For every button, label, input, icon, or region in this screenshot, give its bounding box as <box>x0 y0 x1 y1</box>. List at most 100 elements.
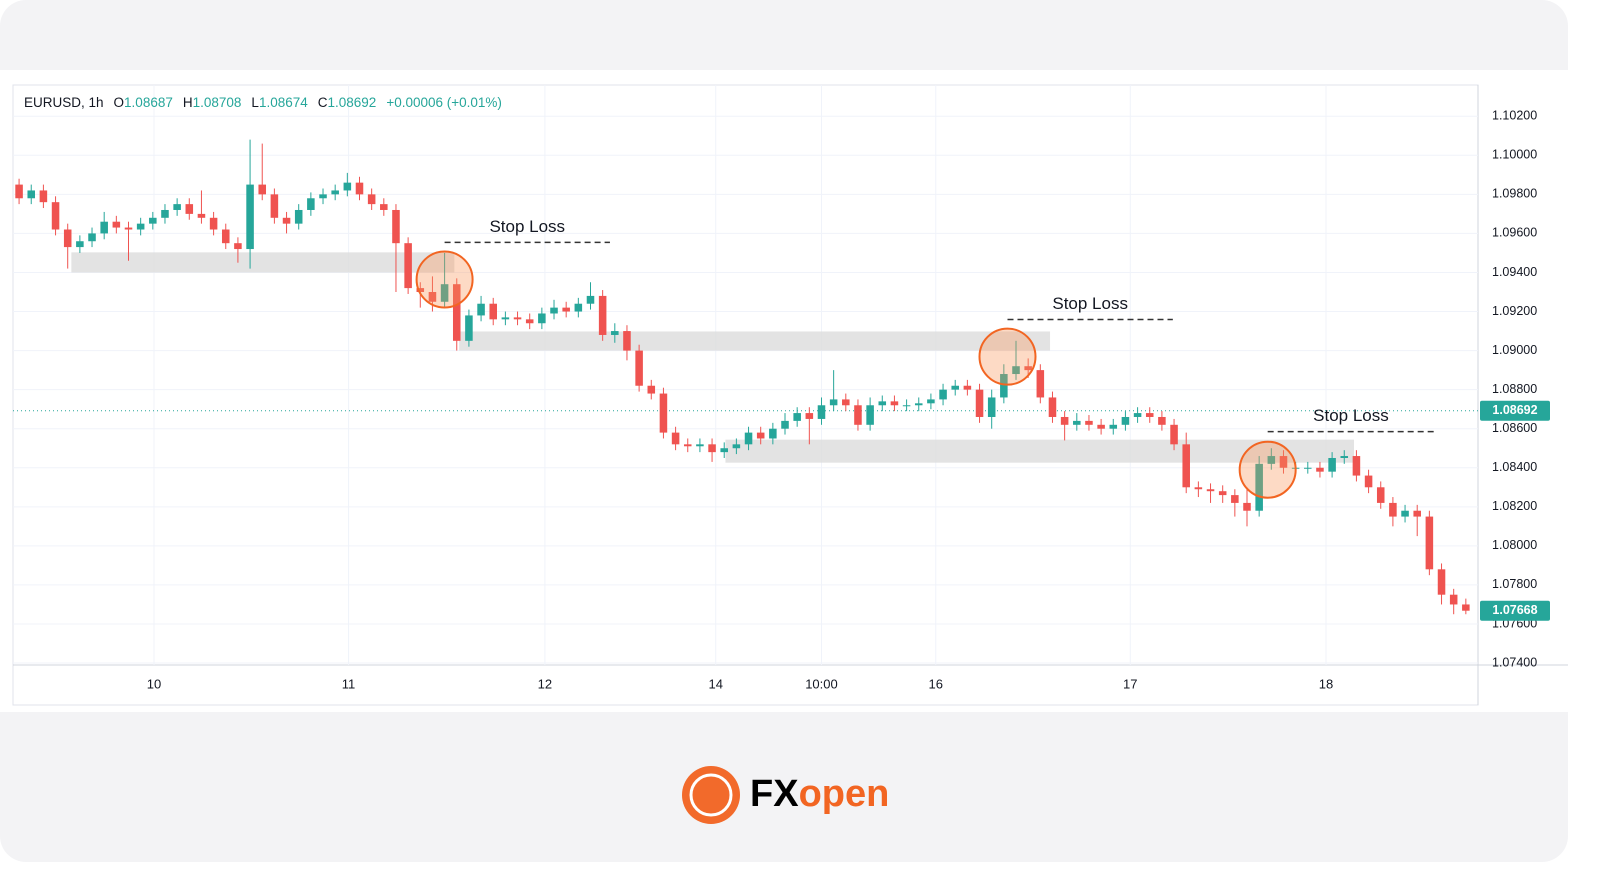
candle-body <box>1316 467 1324 472</box>
candle-body <box>112 221 121 228</box>
zone <box>725 439 1354 463</box>
y-tick-label: 1.08800 <box>1492 382 1537 396</box>
candle-body <box>647 385 656 394</box>
candle-body <box>1145 413 1154 417</box>
candle-body <box>513 317 522 320</box>
header-key: H <box>183 95 193 110</box>
header-value: 1.08687 <box>124 95 173 110</box>
candle-body <box>951 385 959 390</box>
candle-body <box>1060 416 1069 425</box>
candle-body <box>914 403 923 406</box>
candle-body <box>1133 413 1142 417</box>
x-tick-label: 16 <box>929 676 943 691</box>
y-tick-label: 1.08000 <box>1492 538 1537 552</box>
zone <box>71 252 455 273</box>
candle-body <box>902 405 911 407</box>
highlight-circle <box>1238 440 1297 499</box>
y-tick-label: 1.10200 <box>1492 109 1537 123</box>
header-symbol: EURUSD, 1h <box>24 95 104 110</box>
candle-body <box>392 209 400 244</box>
last-close-label: 1.07668 <box>1492 603 1537 617</box>
zone <box>459 331 1051 351</box>
candle-body <box>854 405 862 425</box>
candle-body <box>367 194 376 205</box>
current-price-label: 1.08692 <box>1492 403 1537 417</box>
header-key: L <box>251 95 259 110</box>
header-key: O <box>114 95 125 110</box>
chart-header: EURUSD, 1h O1.08687 H1.08708 L1.08674 C1.086… <box>24 95 502 110</box>
candle-body <box>1328 457 1336 472</box>
y-tick-label: 1.08600 <box>1492 421 1537 435</box>
candle-body <box>173 204 181 210</box>
candles <box>13 139 1478 615</box>
candle-body <box>343 182 352 191</box>
candle-body <box>1364 475 1373 488</box>
candle-body <box>1389 502 1397 517</box>
x-tick-label: 10:00 <box>805 676 838 691</box>
candle-body <box>866 405 874 425</box>
highlight-circle <box>978 327 1037 386</box>
candle-body <box>501 317 510 320</box>
candle-body <box>1425 516 1434 570</box>
candle-body <box>1243 502 1251 511</box>
candle-body <box>1401 510 1409 517</box>
candle-body <box>282 217 291 224</box>
candle-body <box>550 307 558 314</box>
candle-body <box>1158 416 1166 425</box>
header-key: C <box>318 95 328 110</box>
candle-body <box>197 213 206 218</box>
candle-body <box>1085 420 1093 425</box>
logo-icon-detail <box>689 773 733 817</box>
candle-body <box>27 190 36 199</box>
candle-body <box>185 204 194 214</box>
candle-body <box>1304 467 1312 469</box>
candle-body <box>209 217 218 230</box>
candle-body <box>1048 397 1057 417</box>
candle-body <box>1376 487 1385 503</box>
x-tick-label: 12 <box>538 676 552 691</box>
candle-body <box>76 241 84 248</box>
stop-loss-label: Stop Loss <box>489 217 565 236</box>
candle-body <box>51 202 60 230</box>
header-change: +0.00006 (+0.01%) <box>386 95 502 110</box>
axes: 1.074001.076001.078001.080001.082001.084… <box>147 109 1550 691</box>
candle-body <box>136 223 145 230</box>
header-value: 1.08708 <box>193 95 242 110</box>
annotations: Stop Loss Stop Loss Stop Loss <box>415 217 1435 499</box>
candle-body <box>586 295 595 304</box>
candle-body <box>611 331 619 335</box>
candle-body <box>817 405 826 419</box>
candle-body <box>1097 424 1105 429</box>
candle-body <box>1121 416 1130 425</box>
candle-body <box>100 221 108 234</box>
y-tick-label: 1.09600 <box>1492 226 1537 240</box>
candle-body <box>963 385 972 390</box>
highlight-circle <box>415 250 474 309</box>
x-tick-label: 18 <box>1319 676 1333 691</box>
y-tick-label: 1.09200 <box>1492 304 1537 318</box>
logo-fx: FX <box>750 773 799 815</box>
candle-body <box>671 432 680 445</box>
candle-body <box>221 229 230 244</box>
candle-body <box>465 315 473 341</box>
candle-body <box>696 444 704 447</box>
candle-body <box>1170 424 1178 445</box>
y-tick-label: 1.09400 <box>1492 265 1537 279</box>
candle-body <box>331 190 339 195</box>
candle-body <box>1012 366 1020 375</box>
candle-body <box>234 243 242 250</box>
logo-open: open <box>799 773 890 815</box>
candle-body <box>307 198 315 210</box>
candle-body <box>708 444 716 453</box>
candle-body <box>355 182 364 195</box>
candle-body <box>15 184 23 199</box>
candle-body <box>428 292 437 302</box>
candle-body <box>294 209 303 224</box>
x-tick-label: 10 <box>147 676 161 691</box>
candle-body <box>1279 456 1288 468</box>
candle-body <box>1218 491 1227 496</box>
candle-body <box>574 303 583 312</box>
candle-body <box>149 217 157 224</box>
candle-body <box>623 331 631 351</box>
